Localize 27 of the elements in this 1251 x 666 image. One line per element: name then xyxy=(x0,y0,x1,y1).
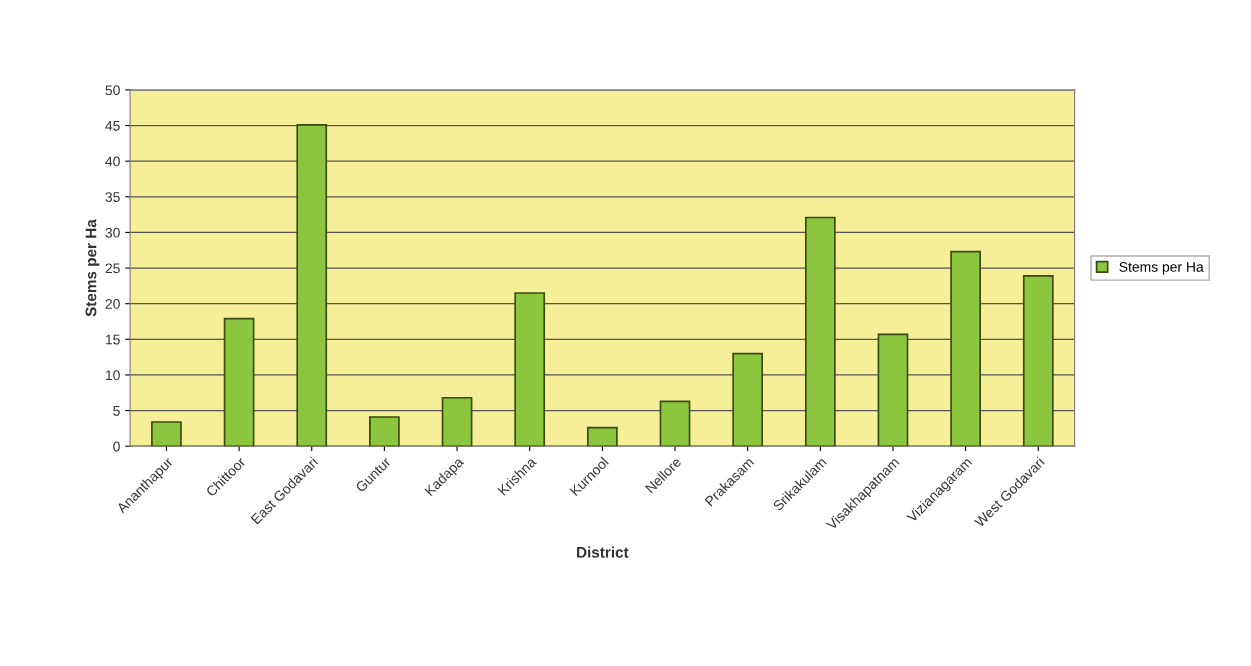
legend-label: Stems per Ha xyxy=(1119,262,1204,275)
y-tick-label: 10 xyxy=(105,370,120,381)
bar xyxy=(514,292,546,447)
y-tick-label: 15 xyxy=(105,334,120,345)
bar xyxy=(296,123,328,447)
y-tick-label: 40 xyxy=(105,156,120,167)
y-axis-title: Stems per Ha xyxy=(85,219,100,317)
bar xyxy=(1022,275,1054,447)
y-tick-label: 25 xyxy=(105,263,120,274)
bar xyxy=(950,250,981,447)
y-tick-label: 45 xyxy=(105,121,120,131)
y-tick-label: 5 xyxy=(113,406,120,416)
y-tick-label: 50 xyxy=(105,85,120,96)
y-tick-label: 30 xyxy=(105,227,120,238)
bar xyxy=(732,352,764,447)
y-tick-label: 35 xyxy=(105,192,120,202)
y-tick-label: 20 xyxy=(105,299,120,309)
x-axis-title: District xyxy=(577,546,629,558)
y-tick-label: 0 xyxy=(113,441,120,452)
bar xyxy=(441,396,473,447)
bar xyxy=(223,317,255,447)
bar xyxy=(369,416,400,447)
bar xyxy=(659,400,691,447)
bar xyxy=(151,421,182,447)
bar xyxy=(804,216,836,447)
bar xyxy=(586,426,618,447)
bar xyxy=(877,333,909,447)
